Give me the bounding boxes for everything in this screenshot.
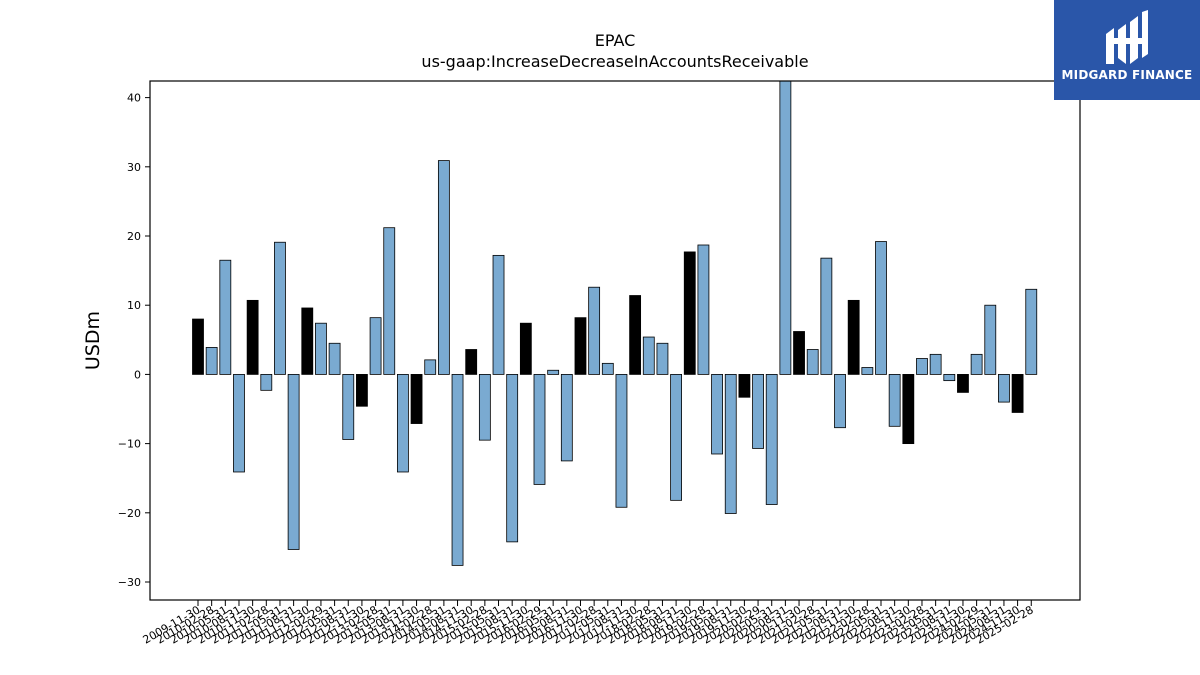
y-tick-label: 10: [127, 299, 141, 312]
midgard-finance-logo: MIDGARD FINANCE: [1054, 0, 1200, 100]
bar: [410, 374, 423, 424]
bar: [465, 349, 478, 375]
bar: [356, 374, 368, 407]
bar: [629, 295, 642, 375]
bar: [205, 347, 218, 375]
bar: [984, 304, 997, 375]
bar: [642, 336, 655, 375]
bar: [328, 342, 341, 375]
bar: [369, 317, 382, 375]
chart-title: EPAC: [594, 31, 636, 50]
y-tick-label: −10: [118, 438, 141, 451]
y-tick-label: −30: [118, 576, 141, 589]
bar: [478, 374, 491, 441]
bar: [192, 318, 204, 375]
bar: [656, 342, 669, 375]
bar: [233, 374, 245, 473]
bar: [970, 353, 983, 375]
bar: [274, 241, 286, 375]
bar: [861, 367, 874, 375]
bar: [601, 362, 614, 375]
bar: [219, 259, 232, 375]
plot-frame: [149, 80, 1081, 601]
bar: [793, 331, 805, 375]
bar: [315, 322, 327, 375]
bar: [342, 374, 355, 440]
bar: [519, 322, 532, 375]
bar: [765, 374, 778, 505]
bar: [724, 374, 737, 514]
bar: [560, 374, 573, 462]
bar: [943, 374, 956, 382]
bar: [697, 244, 710, 375]
midgard-logo-icon: [1106, 10, 1148, 64]
y-tick-label: 0: [134, 368, 141, 381]
y-tick-label: 20: [127, 230, 141, 243]
bar: [574, 317, 587, 375]
y-axis-label: USDm: [82, 311, 104, 370]
bar: [246, 299, 259, 375]
bar: [547, 369, 560, 375]
bar: [998, 374, 1010, 403]
bar: [752, 374, 764, 449]
bar: [492, 254, 505, 375]
bar: [1011, 374, 1024, 413]
y-tick-label: 30: [127, 161, 141, 174]
bar: [301, 307, 314, 375]
bar: [834, 374, 846, 429]
y-tick-label: −20: [118, 507, 141, 520]
bar: [902, 374, 915, 445]
bar: [683, 251, 696, 375]
bar: [287, 374, 300, 550]
bar: [424, 359, 437, 375]
bar: [437, 160, 450, 375]
bar: [957, 374, 969, 393]
bar: [451, 374, 464, 566]
bar: [615, 374, 628, 508]
chart-subtitle: us-gaap:IncreaseDecreaseInAccountsReceiv…: [421, 52, 809, 71]
bar: [916, 358, 928, 375]
bar: [738, 374, 751, 398]
bar: [847, 299, 860, 375]
bar: [888, 374, 901, 427]
bar: [875, 241, 887, 375]
bar: [383, 227, 396, 375]
bar: [588, 286, 601, 375]
bar: [670, 374, 682, 501]
bar: [533, 374, 546, 485]
bar: [1025, 288, 1038, 375]
logo-text: MIDGARD FINANCE: [1061, 68, 1193, 82]
bar: [820, 257, 833, 375]
bar: [506, 374, 519, 543]
bar: [779, 80, 792, 375]
bar: [806, 349, 819, 375]
bar: [711, 374, 723, 455]
y-tick-label: 40: [127, 92, 141, 105]
bar: [929, 353, 942, 375]
bar: [396, 374, 409, 473]
bar: [260, 374, 273, 391]
